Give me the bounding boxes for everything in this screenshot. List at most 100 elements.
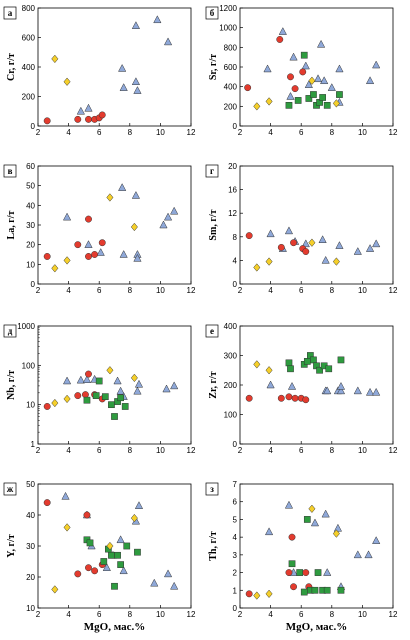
y-tick-label: 6 [233, 498, 238, 507]
data-point-diamond [51, 54, 59, 64]
x-tick-label: 4 [268, 286, 273, 295]
x-tick-label: 12 [187, 128, 196, 137]
data-point-circle [245, 394, 253, 402]
data-point-triangle [76, 375, 85, 384]
panel-label-box [3, 482, 17, 496]
data-point-triangle [118, 63, 127, 72]
data-point-diamond [63, 394, 71, 404]
data-point-circle [302, 248, 310, 256]
y-tick-label: 8 [233, 233, 238, 242]
x-tick-label: 4 [268, 128, 273, 137]
x-tick-label: 8 [330, 128, 335, 137]
panel-label: з [210, 484, 214, 494]
data-point-triangle [284, 500, 294, 509]
y-tick-label: 12 [228, 209, 237, 218]
y-axis-label: Zr, г/т [208, 371, 219, 399]
data-point-triangle [119, 83, 128, 91]
data-point-triangle [163, 212, 173, 221]
x-tick-label: 6 [97, 128, 102, 137]
data-point-triangle [170, 381, 179, 390]
data-point-diamond [265, 589, 273, 599]
panel-label-box [205, 482, 219, 496]
data-point-circle [277, 394, 285, 402]
data-point-triangle [289, 52, 298, 61]
data-point-triangle [323, 568, 332, 576]
data-point-triangle [318, 235, 327, 243]
x-tick-label: 10 [156, 610, 165, 619]
chart-panel-3: 2 4 6 8 10 12 0 10 20 30 40 50 60 La, г/т в [3, 162, 196, 295]
data-point-triangle [320, 76, 329, 85]
x-tick-label: 4 [268, 610, 273, 619]
y-tick-label: 50 [26, 480, 35, 489]
data-point-square [310, 356, 317, 364]
data-point-triangle [159, 220, 168, 229]
plot-frame [239, 165, 394, 285]
data-point-circle [299, 68, 307, 76]
data-point-circle [83, 511, 91, 519]
x-axis-label: MgO, мас.% [84, 621, 146, 633]
y-tick-label: 7 [233, 480, 238, 489]
y-tick-label: 400 [22, 63, 36, 72]
data-point-circle [85, 115, 92, 123]
data-point-square [121, 403, 129, 410]
y-tick-label: 0 [233, 122, 238, 131]
y-tick-label: 1200 [219, 4, 237, 13]
y-tick-label: 400 [224, 322, 238, 331]
data-point-square [101, 393, 109, 400]
y-tick-label: 200 [22, 93, 36, 102]
data-point-square [95, 377, 103, 385]
data-point-triangle [304, 80, 313, 88]
data-point-triangle [131, 21, 141, 29]
data-point-diamond [265, 366, 273, 375]
y-tick-label: 2 [233, 569, 238, 578]
data-point-triangle [278, 27, 287, 35]
panel-label-box [205, 324, 219, 338]
x-tick-label: 2 [36, 610, 41, 619]
data-point-triangle [163, 569, 173, 578]
data-point-diamond [106, 541, 114, 551]
data-point-triangle [76, 106, 85, 115]
chart-panel-1: 2 4 6 8 10 12 0 200 400 600 800 Cr, г/т а [3, 4, 196, 137]
data-point-triangle [170, 206, 179, 215]
plot-frame [239, 325, 394, 445]
data-point-circle [43, 403, 51, 410]
data-point-triangle [62, 212, 72, 221]
data-point-circle [74, 570, 82, 578]
data-point-square [83, 396, 91, 404]
y-tick-label: 1 [233, 586, 238, 595]
data-point-circle [285, 393, 293, 401]
y-tick-label: 100 [224, 411, 238, 420]
data-point-diamond [332, 99, 340, 108]
data-point-triangle [365, 76, 375, 85]
data-point-triangle [310, 518, 320, 527]
data-point-diamond [51, 585, 59, 594]
data-point-diamond [253, 263, 261, 272]
data-point-circle [98, 111, 106, 119]
data-point-triangle [353, 386, 362, 395]
y-tick-label: 800 [22, 4, 36, 13]
data-point-triangle [170, 581, 179, 590]
x-tick-label: 12 [389, 446, 398, 455]
data-point-triangle [372, 387, 381, 396]
y-tick-label: 20 [228, 162, 237, 171]
y-tick-label: 40 [26, 511, 35, 520]
chart-panel-6: 2 4 6 8 10 12 0 100 200 300 400 Zr, г/т е [205, 322, 398, 455]
x-tick-label: 2 [238, 446, 243, 455]
x-tick-label: 10 [156, 286, 165, 295]
data-point-diamond [265, 257, 273, 266]
data-point-triangle [118, 183, 127, 191]
y-tick-label: 1000 [17, 322, 35, 331]
data-point-triangle [153, 15, 162, 24]
panel-label: е [210, 326, 214, 336]
data-point-square [117, 394, 124, 402]
data-point-triangle [96, 247, 105, 256]
data-point-triangle [313, 74, 323, 83]
chart-panel-5: 2 4 6 8 10 12 1 10 100 1000 Nb, г/т д [3, 322, 196, 455]
data-point-square [311, 586, 319, 594]
data-point-triangle [321, 509, 330, 518]
data-point-triangle [133, 86, 142, 94]
y-axis-label: Th, г/т [208, 531, 219, 561]
data-point-square [285, 102, 293, 109]
x-tick-label: 4 [268, 446, 273, 455]
x-tick-label: 12 [389, 286, 398, 295]
